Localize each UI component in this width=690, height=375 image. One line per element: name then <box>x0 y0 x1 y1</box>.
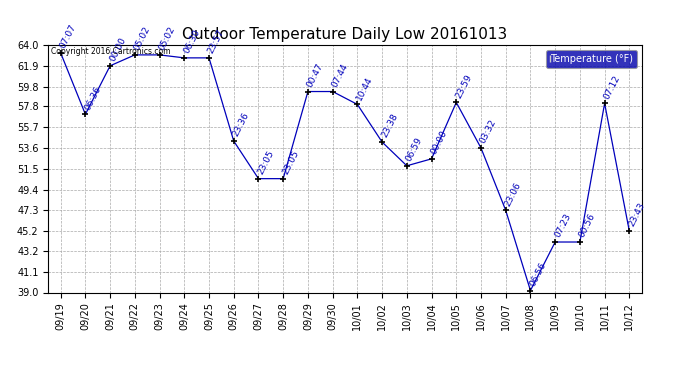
Text: 00:00: 00:00 <box>108 36 128 63</box>
Text: 07:07: 07:07 <box>58 23 78 50</box>
Text: 23:59: 23:59 <box>454 73 473 100</box>
Text: 07:23: 07:23 <box>553 212 573 239</box>
Text: 23:57: 23:57 <box>206 28 226 55</box>
Text: 23:06: 23:06 <box>503 180 523 207</box>
Text: 07:44: 07:44 <box>331 62 350 89</box>
Text: 05:02: 05:02 <box>132 25 152 52</box>
Text: 23:05: 23:05 <box>281 149 300 176</box>
Title: Outdoor Temperature Daily Low 20161013: Outdoor Temperature Daily Low 20161013 <box>182 27 508 42</box>
Text: 23:38: 23:38 <box>380 112 400 139</box>
Text: 10:44: 10:44 <box>355 75 375 102</box>
Text: 07:12: 07:12 <box>602 74 622 100</box>
Legend: Temperature (°F): Temperature (°F) <box>546 50 637 68</box>
Text: 23:05: 23:05 <box>256 149 276 176</box>
Text: 00:00: 00:00 <box>429 129 448 156</box>
Text: 23:36: 23:36 <box>231 111 251 138</box>
Text: 06:56: 06:56 <box>528 261 548 288</box>
Text: 05:02: 05:02 <box>157 25 177 52</box>
Text: 00:56: 00:56 <box>578 212 597 239</box>
Text: 23:43: 23:43 <box>627 201 647 228</box>
Text: 00:47: 00:47 <box>306 62 325 89</box>
Text: 06:36: 06:36 <box>83 84 103 111</box>
Text: 06:59: 06:59 <box>404 136 424 163</box>
Text: Copyright 2016 Cartronics.com: Copyright 2016 Cartronics.com <box>51 48 170 57</box>
Text: 03:32: 03:32 <box>479 118 498 145</box>
Text: 06:30: 06:30 <box>182 28 201 55</box>
